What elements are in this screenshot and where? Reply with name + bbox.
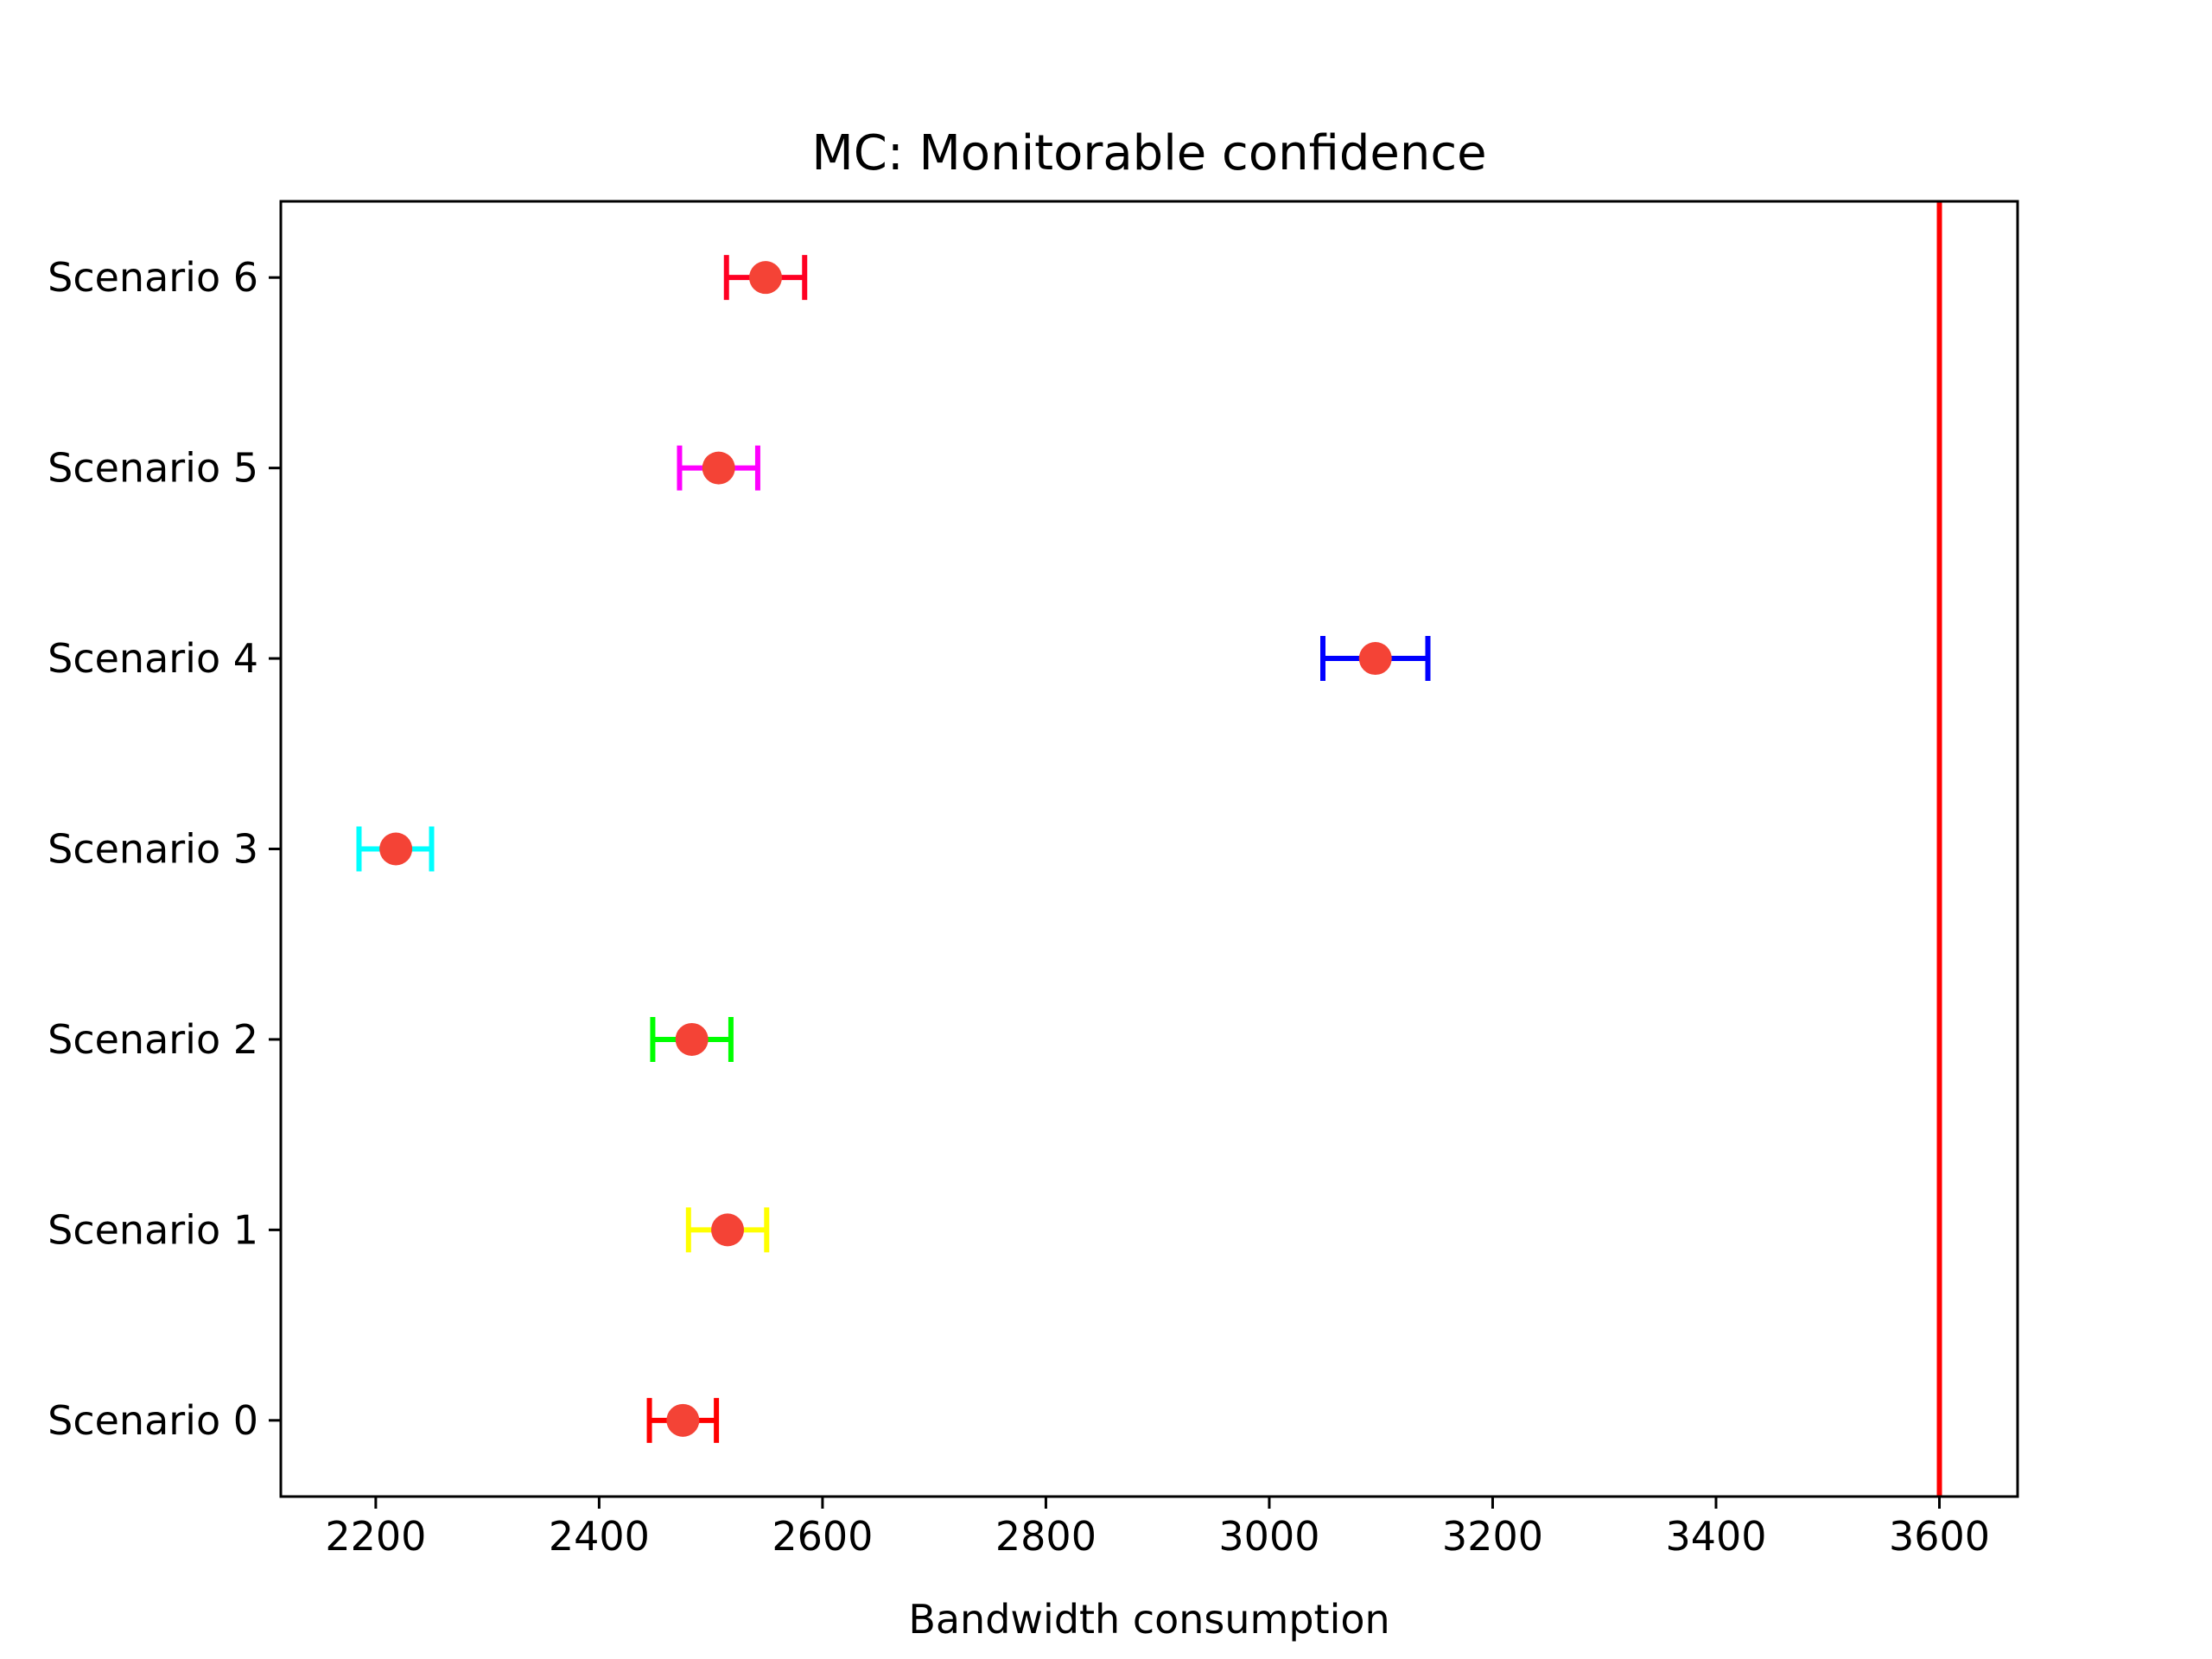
chart-marks — [356, 201, 1942, 1497]
y-tick-label: Scenario 4 — [48, 635, 258, 682]
data-point — [702, 451, 735, 485]
x-tick-label: 2400 — [549, 1513, 650, 1560]
x-axis-ticks: 2200 2400 2600 2800 3000 3200 3400 3600 — [325, 1497, 1990, 1560]
y-tick-label: Scenario 3 — [48, 826, 258, 873]
data-point — [1358, 642, 1392, 676]
y-tick-label: Scenario 2 — [48, 1016, 258, 1063]
chart-title: MC: Monitorable confidence — [811, 125, 1486, 181]
data-point — [748, 261, 782, 295]
x-tick-label: 3600 — [1889, 1513, 1990, 1560]
x-tick-label: 3400 — [1665, 1513, 1766, 1560]
plot-frame — [279, 200, 2019, 1498]
y-axis-ticks: Scenario 0 Scenario 1 Scenario 2 Scenario 3… — [48, 254, 281, 1444]
x-tick-label: 2600 — [772, 1513, 873, 1560]
x-axis-label: Bandwidth consumption — [908, 1596, 1389, 1643]
data-point — [711, 1213, 745, 1247]
x-tick-label: 3000 — [1218, 1513, 1319, 1560]
data-point — [666, 1403, 700, 1437]
y-tick-label: Scenario 6 — [48, 254, 258, 301]
y-tick-label: Scenario 0 — [48, 1397, 258, 1444]
x-tick-label: 3200 — [1442, 1513, 1543, 1560]
x-tick-label: 2200 — [325, 1513, 426, 1560]
y-tick-label: Scenario 1 — [48, 1206, 258, 1253]
y-tick-label: Scenario 5 — [48, 445, 258, 492]
data-point — [675, 1022, 709, 1056]
data-point — [379, 832, 413, 866]
x-tick-label: 2800 — [995, 1513, 1096, 1560]
